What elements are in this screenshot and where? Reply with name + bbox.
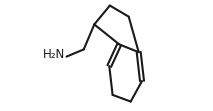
Text: H₂N: H₂N <box>43 48 65 61</box>
